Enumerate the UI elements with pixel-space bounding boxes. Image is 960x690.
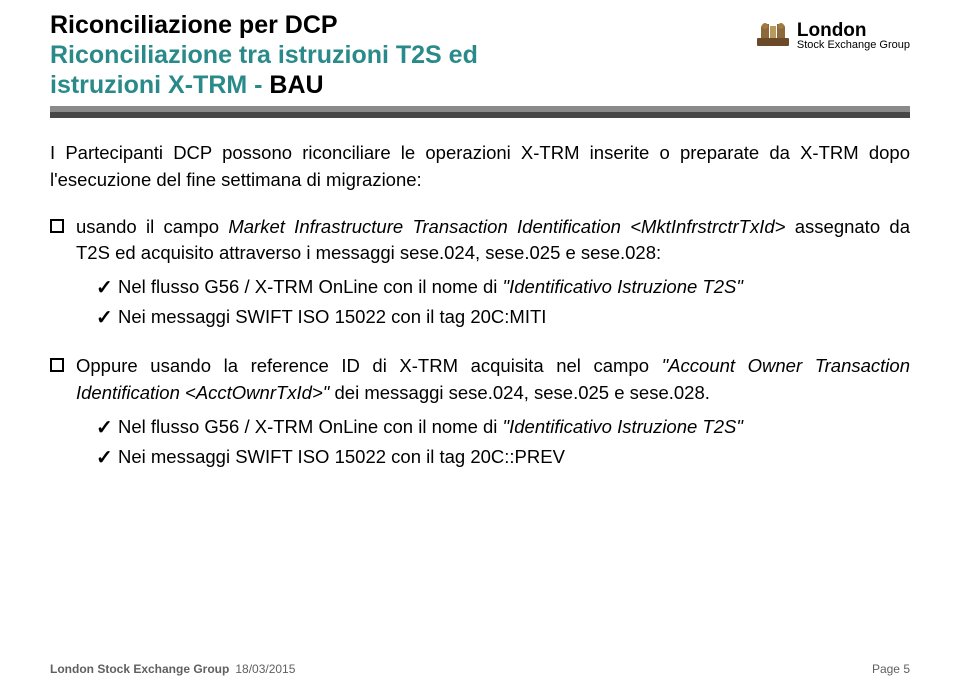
logo-text: London Stock Exchange Group bbox=[797, 21, 910, 51]
title-line3-prefix: istruzioni X-TRM - bbox=[50, 71, 269, 99]
bullet-1-sub-1-italic: "Identificativo Istruzione T2S" bbox=[503, 276, 743, 297]
bullet-2-sub-2-text: Nei messaggi SWIFT ISO 15022 con il tag … bbox=[118, 443, 565, 471]
title-line3: istruzioni X-TRM - BAU bbox=[50, 70, 755, 100]
header: Riconciliazione per DCP Riconciliazione … bbox=[50, 10, 910, 100]
title-block: Riconciliazione per DCP Riconciliazione … bbox=[50, 10, 755, 100]
bullet-2-sub-1-italic: "Identificativo Istruzione T2S" bbox=[503, 416, 743, 437]
square-bullet-icon bbox=[50, 358, 64, 372]
bullet-1-pre: usando il campo bbox=[76, 216, 228, 237]
header-divider bbox=[50, 106, 910, 118]
check-icon: ✓ bbox=[96, 443, 118, 473]
logo-text-bottom: Stock Exchange Group bbox=[797, 40, 910, 51]
bullet-1-sub-1-pre: Nel flusso G56 / X-TRM OnLine con il nom… bbox=[118, 276, 503, 297]
bullet-2: Oppure usando la reference ID di X-TRM a… bbox=[50, 353, 910, 407]
footer: London Stock Exchange Group 18/03/2015 P… bbox=[50, 662, 910, 676]
footer-org: London Stock Exchange Group bbox=[50, 662, 229, 676]
bullet-2-sub-1-text: Nel flusso G56 / X-TRM OnLine con il nom… bbox=[118, 413, 743, 441]
logo-text-top: London bbox=[797, 21, 910, 40]
logo: London Stock Exchange Group bbox=[755, 10, 910, 53]
bullet-2-post: dei messaggi sese.024, sese.025 e sese.0… bbox=[329, 382, 710, 403]
bullet-2-sub-1: ✓ Nel flusso G56 / X-TRM OnLine con il n… bbox=[96, 413, 910, 443]
bullet-2-sub-1-pre: Nel flusso G56 / X-TRM OnLine con il nom… bbox=[118, 416, 503, 437]
bullet-1-sub-2: ✓ Nei messaggi SWIFT ISO 15022 con il ta… bbox=[96, 303, 910, 333]
check-icon: ✓ bbox=[96, 413, 118, 443]
bullet-1-sub-2-text: Nei messaggi SWIFT ISO 15022 con il tag … bbox=[118, 303, 546, 331]
intro-paragraph: I Partecipanti DCP possono riconciliare … bbox=[50, 140, 910, 194]
bullet-1-sub-1: ✓ Nel flusso G56 / X-TRM OnLine con il n… bbox=[96, 273, 910, 303]
title-line1: Riconciliazione per DCP bbox=[50, 10, 755, 40]
title-line2: Riconciliazione tra istruzioni T2S ed bbox=[50, 40, 755, 70]
bullet-2-sub-2: ✓ Nei messaggi SWIFT ISO 15022 con il ta… bbox=[96, 443, 910, 473]
footer-date: 18/03/2015 bbox=[235, 662, 295, 676]
crest-icon bbox=[755, 18, 791, 53]
footer-page: Page 5 bbox=[872, 662, 910, 676]
check-icon: ✓ bbox=[96, 273, 118, 303]
title-line3-suffix: BAU bbox=[269, 71, 323, 99]
check-icon: ✓ bbox=[96, 303, 118, 333]
bullet-2-text: Oppure usando la reference ID di X-TRM a… bbox=[76, 353, 910, 407]
square-bullet-icon bbox=[50, 219, 64, 233]
bullet-1-text: usando il campo Market Infrastructure Tr… bbox=[76, 214, 910, 268]
bullet-2-pre: Oppure usando la reference ID di X-TRM a… bbox=[76, 355, 662, 376]
bullet-1: usando il campo Market Infrastructure Tr… bbox=[50, 214, 910, 268]
bullet-1-italic: Market Infrastructure Transaction Identi… bbox=[228, 216, 785, 237]
bullet-1-sub-1-text: Nel flusso G56 / X-TRM OnLine con il nom… bbox=[118, 273, 743, 301]
